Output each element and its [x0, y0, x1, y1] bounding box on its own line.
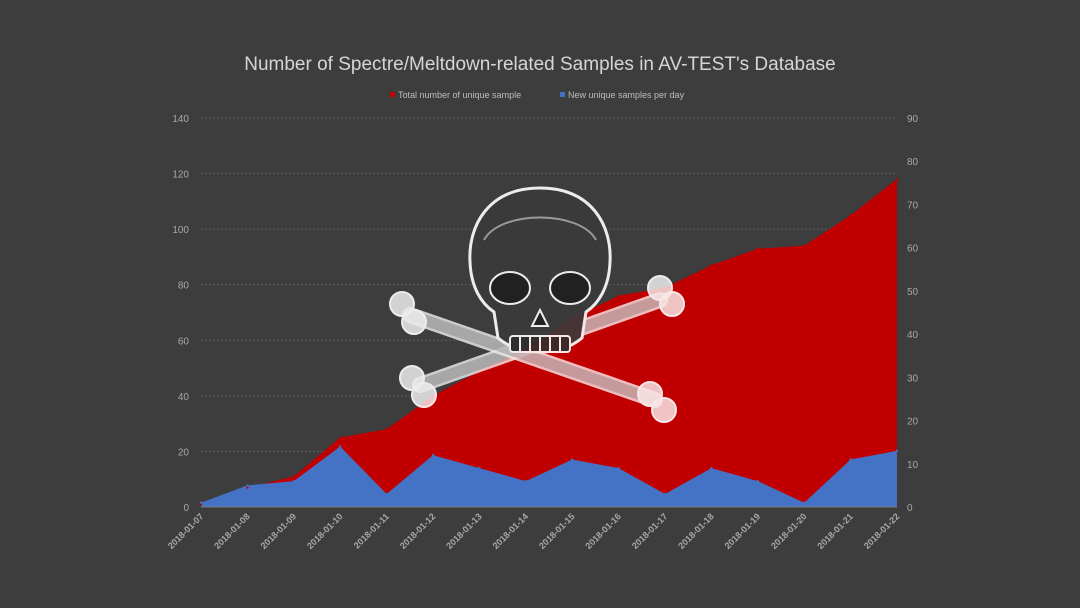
x-tick-label: 2018-01-16	[583, 511, 623, 551]
y-right-tick-label: 70	[907, 200, 919, 211]
chart-title: Number of Spectre/Meltdown-related Sampl…	[244, 54, 836, 75]
x-tick-label: 2018-01-12	[398, 511, 438, 551]
point-total	[803, 244, 806, 248]
x-tick-label: 2018-01-11	[352, 511, 391, 550]
point-daily	[199, 501, 203, 504]
y-left-tick-label: 0	[183, 503, 189, 514]
y-left-tick-label: 100	[172, 225, 189, 236]
point-total	[895, 177, 899, 181]
point-daily	[385, 492, 388, 496]
x-tick-label: 2018-01-21	[815, 511, 855, 551]
point-total	[849, 214, 852, 217]
y-right-tick-label: 20	[907, 417, 919, 428]
y-left-tick-label: 60	[178, 336, 190, 347]
point-total	[339, 436, 342, 439]
point-daily	[663, 492, 667, 496]
point-total	[710, 264, 713, 267]
y-right-tick-label: 10	[907, 460, 919, 471]
point-total	[385, 428, 388, 431]
y-left-tick-label: 80	[178, 281, 190, 292]
x-tick-label: 2018-01-10	[305, 511, 345, 551]
x-tick-label: 2018-01-14	[491, 511, 531, 551]
point-daily	[524, 479, 527, 483]
point-daily	[756, 479, 759, 483]
point-daily	[617, 466, 620, 470]
y-left-tick-label: 140	[172, 114, 189, 125]
x-tick-label: 2018-01-18	[676, 511, 716, 551]
y-right-tick-label: 80	[907, 157, 919, 168]
point-daily	[478, 466, 481, 470]
series-area-daily	[201, 446, 897, 507]
y-right-tick-label: 30	[907, 373, 919, 384]
point-total	[246, 486, 249, 489]
legend-swatch-daily	[560, 92, 565, 97]
x-tick-label: 2018-01-07	[166, 511, 206, 551]
x-tick-label: 2018-01-20	[769, 511, 809, 551]
point-total	[617, 294, 620, 298]
legend-label-daily: New unique samples per day	[568, 90, 685, 100]
skull-and-crossbones-icon	[389, 186, 685, 423]
point-total	[756, 247, 759, 250]
y-right-tick-label: 50	[907, 287, 919, 298]
legend-swatch-total	[390, 92, 395, 97]
y-left-tick-label: 120	[172, 170, 189, 181]
x-tick-label: 2018-01-19	[723, 511, 763, 551]
x-tick-label: 2018-01-08	[212, 511, 252, 551]
point-daily	[849, 458, 852, 461]
y-right-tick-label: 60	[907, 244, 919, 255]
x-tick-label: 2018-01-17	[630, 511, 670, 551]
legend: Total number of unique sample New unique…	[390, 90, 685, 100]
point-daily	[431, 453, 435, 457]
point-daily	[571, 458, 574, 461]
x-tick-label: 2018-01-09	[259, 511, 299, 551]
point-daily	[339, 445, 342, 448]
legend-label-total: Total number of unique sample	[398, 90, 521, 100]
y-left-tick-label: 20	[178, 447, 190, 458]
point-daily	[710, 466, 713, 470]
y-right-tick-label: 90	[907, 114, 919, 125]
x-tick-label: 2018-01-22	[862, 511, 902, 551]
y-right-tick-label: 0	[907, 503, 913, 514]
x-tick-label: 2018-01-15	[537, 511, 577, 551]
point-daily	[803, 501, 806, 504]
point-total	[292, 475, 295, 478]
point-daily	[292, 479, 295, 483]
y-right-tick-label: 40	[907, 330, 919, 341]
y-left-tick-label: 40	[178, 392, 190, 403]
point-daily	[895, 449, 899, 453]
x-tick-label: 2018-01-13	[444, 511, 484, 551]
point-daily	[246, 484, 249, 487]
